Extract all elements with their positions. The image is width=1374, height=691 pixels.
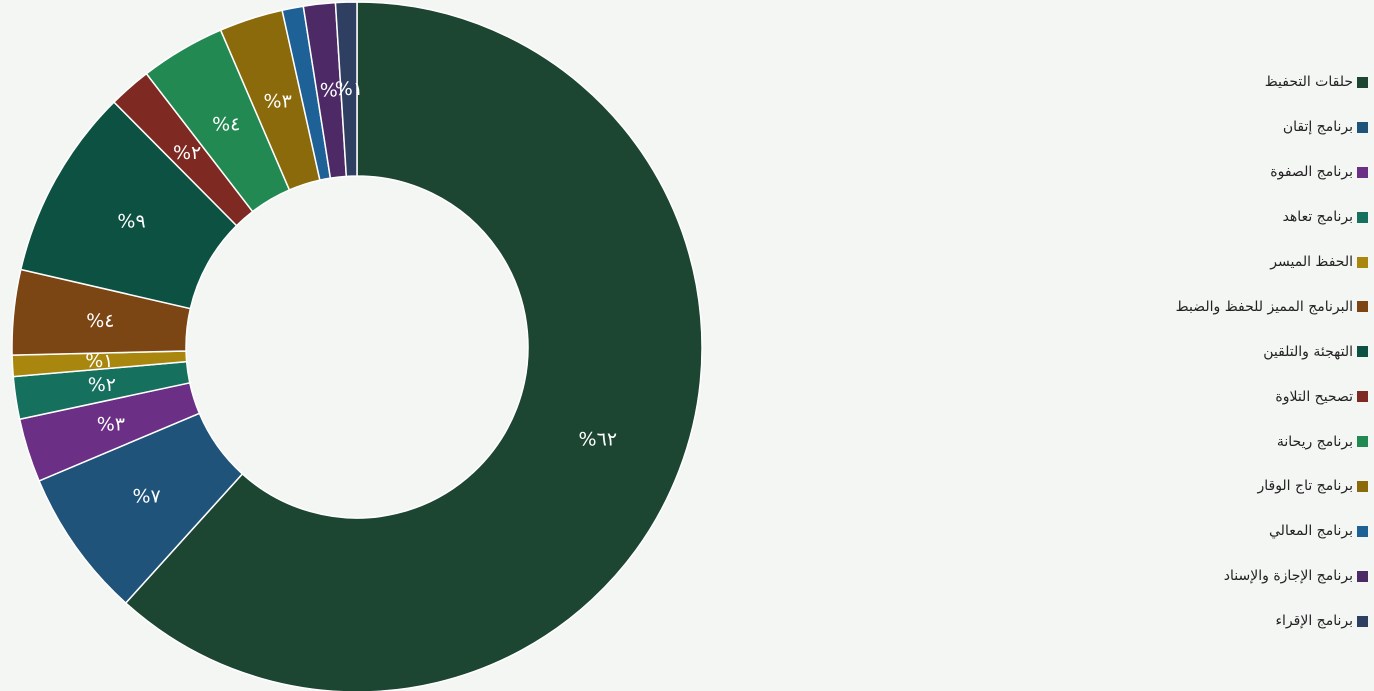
donut-slice: [124, 1, 703, 691]
legend-item[interactable]: البرنامج المميز للحفظ والضبط: [1100, 284, 1368, 329]
legend-item[interactable]: حلقات التحفيظ: [1100, 60, 1368, 105]
legend-item[interactable]: تصحيح التلاوة: [1100, 374, 1368, 419]
legend-swatch: [1357, 615, 1368, 627]
legend-swatch: [1357, 346, 1368, 358]
legend-label: التهجئة والتلقين: [1263, 343, 1353, 360]
legend-label: برنامج الإجازة والإسناد: [1223, 568, 1353, 585]
legend-swatch: [1357, 480, 1368, 492]
legend-item[interactable]: التهجئة والتلقين: [1100, 329, 1368, 374]
slice-data-label: %٢: [88, 374, 116, 396]
legend-label: برنامج الإقراء: [1275, 613, 1353, 630]
legend-label: حلقات التحفيظ: [1264, 74, 1353, 91]
donut-slice: [334, 1, 358, 178]
slice-data-label: %٤: [86, 310, 114, 332]
slice-data-label: %٧: [132, 485, 160, 507]
legend-label: البرنامج المميز للحفظ والضبط: [1175, 298, 1353, 315]
legend-swatch: [1357, 166, 1368, 178]
legend-swatch: [1357, 211, 1368, 223]
slice-data-label: %١: [335, 78, 363, 100]
legend-swatch: [1357, 256, 1368, 268]
legend-item[interactable]: برنامج الإقراء: [1100, 599, 1368, 644]
slice-data-label: %٣: [97, 413, 125, 435]
slice-data-label: %١: [85, 350, 113, 372]
legend-label: برنامج الصفوة: [1270, 164, 1353, 181]
slice-data-label: %: [320, 80, 338, 102]
legend-swatch: [1357, 525, 1368, 537]
slice-data-label: %٢: [173, 142, 201, 164]
slice-data-label: %٤: [212, 114, 240, 136]
donut-chart: %٦٢%٧%٣%٢%١%٤%٩%٢%٤%٣ %%١: [11, 1, 703, 691]
legend-label: برنامج تعاهد: [1282, 209, 1353, 226]
chart-legend: حلقات التحفيظ برنامج إتقان برنامج الصفوة بر…: [1100, 60, 1368, 644]
legend-swatch: [1357, 436, 1368, 448]
legend-item[interactable]: الحفظ الميسر: [1100, 240, 1368, 285]
legend-item[interactable]: برنامج ريحانة: [1100, 419, 1368, 464]
slice-data-label: %٦٢: [579, 429, 617, 451]
legend-label: تصحيح التلاوة: [1275, 388, 1353, 405]
legend-item[interactable]: برنامج الإجازة والإسناد: [1100, 554, 1368, 599]
legend-swatch: [1357, 391, 1368, 403]
slice-data-label: %٩: [117, 211, 145, 233]
legend-item[interactable]: برنامج الصفوة: [1100, 150, 1368, 195]
slice-data-label: %٣: [264, 91, 292, 113]
legend-label: برنامج تاج الوقار: [1257, 478, 1353, 495]
legend-swatch: [1357, 301, 1368, 313]
legend-label: برنامج إتقان: [1282, 119, 1353, 136]
legend-item[interactable]: برنامج تعاهد: [1100, 195, 1368, 240]
legend-swatch: [1357, 121, 1368, 133]
legend-label: برنامج ريحانة: [1276, 433, 1353, 450]
legend-label: الحفظ الميسر: [1270, 254, 1353, 270]
legend-label: برنامج المعالي: [1269, 523, 1353, 540]
legend-item[interactable]: برنامج تاج الوقار: [1100, 464, 1368, 509]
legend-swatch: [1357, 570, 1368, 582]
legend-swatch: [1357, 76, 1368, 88]
legend-item[interactable]: برنامج المعالي: [1100, 509, 1368, 554]
legend-item[interactable]: برنامج إتقان: [1100, 105, 1368, 150]
